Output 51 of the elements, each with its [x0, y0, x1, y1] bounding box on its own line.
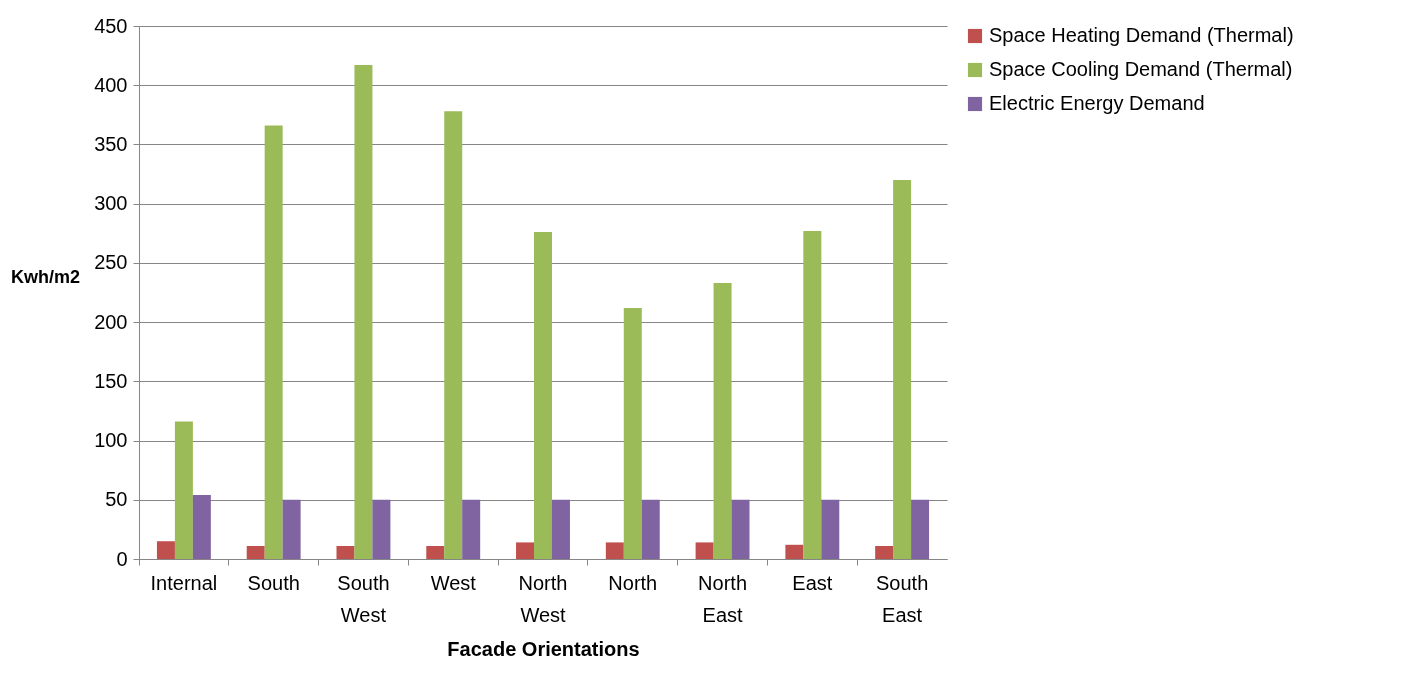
y-tick-label: 350 [94, 132, 128, 155]
bar [875, 545, 894, 559]
x-tick-label: South West [337, 571, 390, 626]
bar [713, 283, 732, 559]
bar [336, 545, 355, 559]
y-tick-label: 150 [94, 369, 128, 392]
bar [516, 542, 535, 559]
legend-label: Electric Energy Demand [989, 92, 1205, 114]
bar [282, 499, 301, 559]
bar [246, 545, 265, 559]
y-tick-label: 100 [94, 429, 128, 452]
legend-label: Space Cooling Demand (Thermal) [989, 58, 1293, 80]
bar [803, 230, 822, 559]
bar [192, 495, 211, 559]
bar [462, 499, 481, 559]
bar [623, 307, 642, 559]
legend-label: Space Heating Demand (Thermal) [989, 24, 1294, 46]
x-tick-label: East [792, 571, 833, 594]
y-axis-title: Kwh/m2 [11, 266, 81, 287]
y-tick-label: 300 [94, 192, 128, 215]
bar [534, 232, 552, 559]
y-tick-label: 0 [116, 547, 128, 570]
bar [174, 421, 193, 559]
bar [641, 499, 660, 559]
bar [605, 542, 624, 559]
bar [893, 179, 912, 559]
bar [444, 111, 463, 559]
x-tick-label: South [247, 571, 300, 594]
bar [785, 544, 804, 559]
bar [551, 499, 570, 559]
bar [354, 65, 373, 559]
bar [156, 541, 175, 559]
x-tick-label: West [430, 571, 477, 594]
bar [731, 499, 750, 559]
bar [821, 499, 840, 559]
y-tick-label: 200 [94, 310, 128, 333]
x-axis-title: Facade Orientations [447, 637, 640, 660]
y-tick-label: 250 [94, 251, 128, 274]
y-tick-label: 450 [94, 14, 128, 37]
bar [695, 542, 714, 559]
bar [426, 545, 445, 559]
x-tick-label: Internal [150, 571, 218, 594]
x-tick-label: North West [518, 571, 568, 626]
bar [911, 499, 930, 559]
y-tick-label: 50 [105, 488, 128, 511]
y-tick-label: 400 [94, 73, 128, 96]
bar [372, 499, 391, 559]
bar [264, 125, 283, 559]
x-tick-label: North East [698, 571, 748, 626]
x-tick-label: South East [875, 571, 929, 626]
x-tick-label: North [608, 571, 658, 594]
